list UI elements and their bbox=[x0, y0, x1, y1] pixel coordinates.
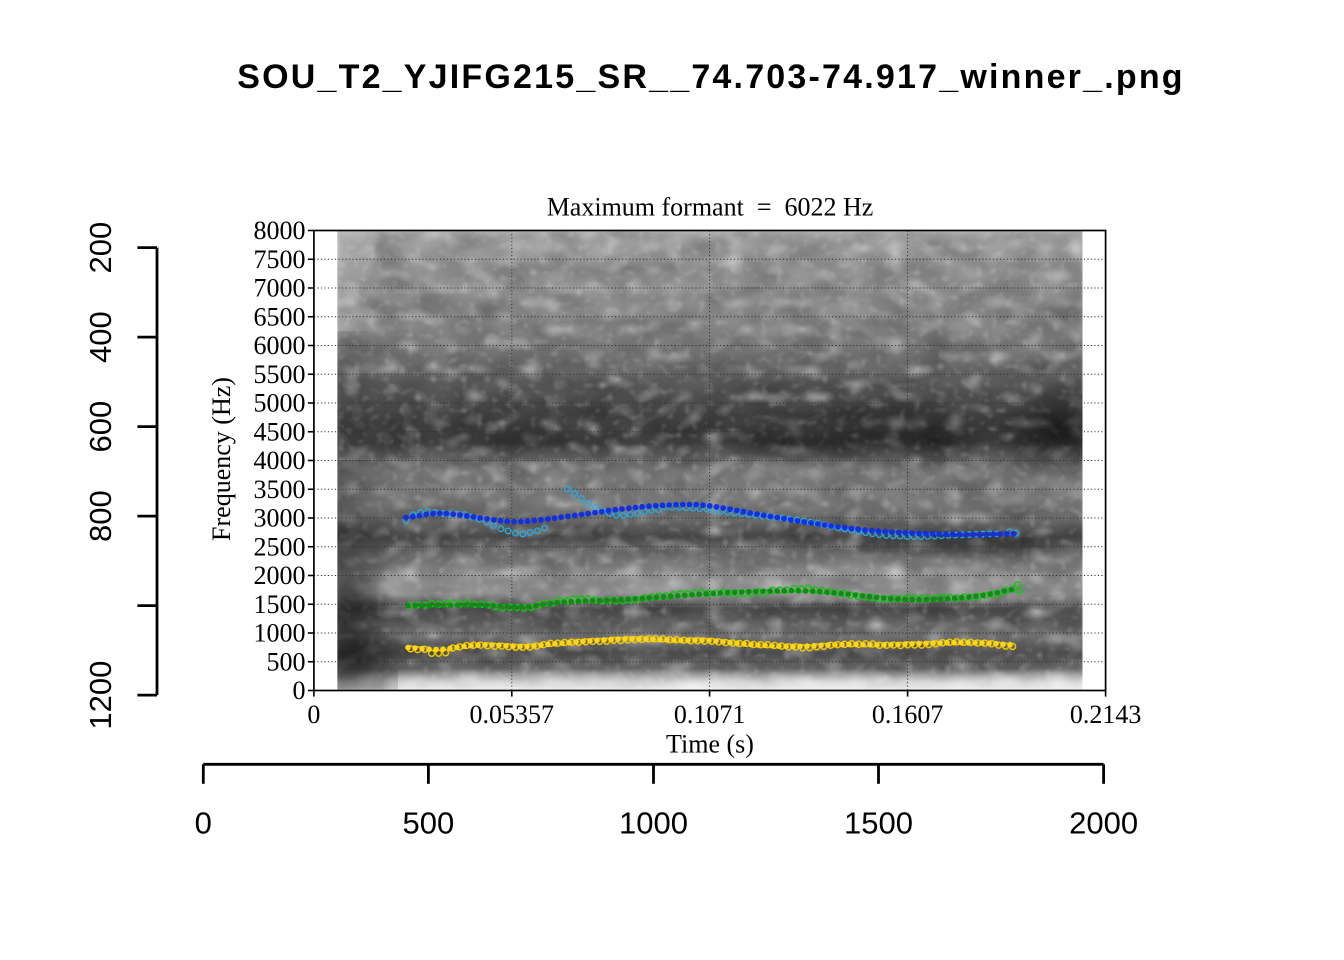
svg-text:500: 500 bbox=[267, 647, 306, 676]
svg-text:0: 0 bbox=[293, 676, 306, 705]
svg-text:8000: 8000 bbox=[254, 216, 306, 245]
svg-text:0.05357: 0.05357 bbox=[470, 700, 555, 729]
svg-text:6500: 6500 bbox=[254, 302, 306, 331]
svg-text:2500: 2500 bbox=[254, 532, 306, 561]
svg-text:1200: 1200 bbox=[83, 661, 118, 730]
svg-text:Maximum formant = 6022 Hz: Maximum formant = 6022 Hz bbox=[547, 193, 874, 222]
svg-text:0: 0 bbox=[195, 805, 212, 840]
svg-text:1500: 1500 bbox=[254, 590, 306, 619]
svg-text:Time (s): Time (s) bbox=[666, 730, 754, 759]
svg-text:0.2143: 0.2143 bbox=[1070, 700, 1142, 729]
svg-text:1000: 1000 bbox=[254, 619, 306, 648]
svg-text:0.1607: 0.1607 bbox=[872, 700, 944, 729]
svg-text:3500: 3500 bbox=[254, 475, 306, 504]
svg-text:400: 400 bbox=[83, 311, 118, 363]
svg-text:Frequency (Hz): Frequency (Hz) bbox=[207, 377, 236, 541]
svg-text:4000: 4000 bbox=[254, 446, 306, 475]
svg-text:7000: 7000 bbox=[254, 274, 306, 303]
svg-text:1000: 1000 bbox=[619, 805, 688, 840]
svg-text:5500: 5500 bbox=[254, 360, 306, 389]
svg-text:SOU_T2_YJIFG215_SR__74.703-74.: SOU_T2_YJIFG215_SR__74.703-74.917_winner… bbox=[237, 58, 1185, 96]
svg-text:6000: 6000 bbox=[254, 331, 306, 360]
svg-text:7500: 7500 bbox=[254, 245, 306, 274]
svg-text:2000: 2000 bbox=[1069, 805, 1138, 840]
svg-text:500: 500 bbox=[403, 805, 455, 840]
svg-text:5000: 5000 bbox=[254, 389, 306, 418]
svg-text:2000: 2000 bbox=[254, 561, 306, 590]
svg-text:3000: 3000 bbox=[254, 504, 306, 533]
svg-text:0.1071: 0.1071 bbox=[674, 700, 746, 729]
svg-text:1500: 1500 bbox=[844, 805, 913, 840]
svg-text:800: 800 bbox=[83, 490, 118, 542]
svg-text:200: 200 bbox=[83, 222, 118, 274]
svg-text:4500: 4500 bbox=[254, 417, 306, 446]
svg-text:0: 0 bbox=[307, 700, 320, 729]
svg-text:600: 600 bbox=[83, 401, 118, 453]
